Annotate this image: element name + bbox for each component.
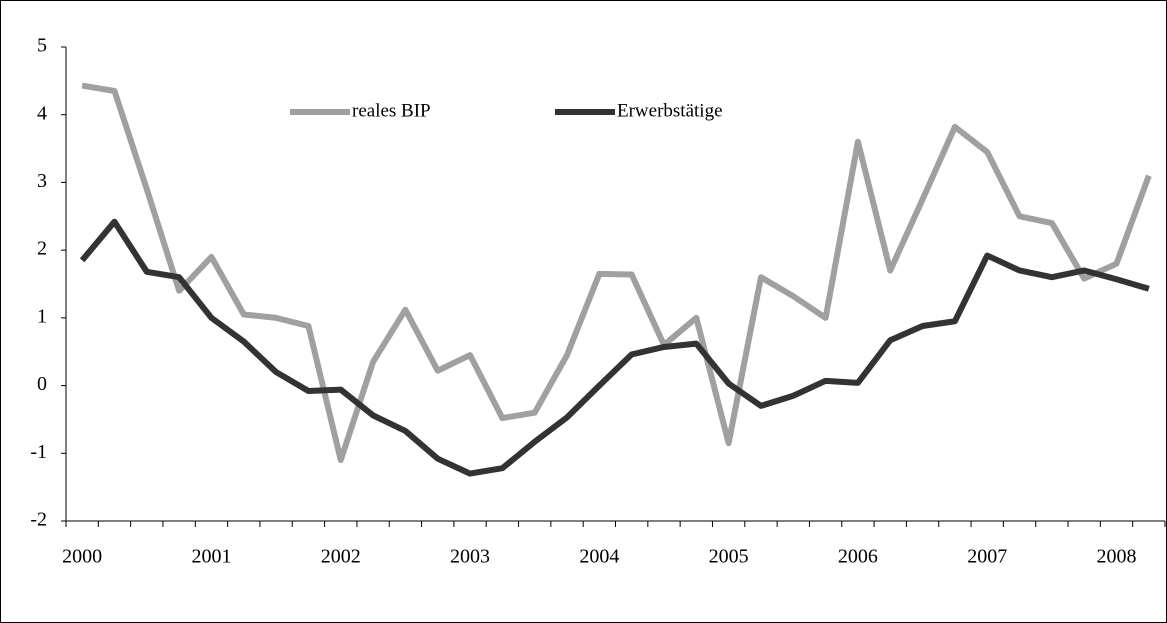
x-tick-label: 2006 (838, 546, 878, 568)
x-tick-label: 2004 (579, 546, 619, 568)
y-tick-label: 4 (37, 102, 47, 124)
x-tick-label: 2000 (62, 546, 102, 568)
y-tick-label: 5 (37, 35, 47, 57)
series-line (81, 82, 1152, 464)
y-tick-label: 3 (37, 170, 47, 192)
x-tick-label: 2007 (967, 546, 1007, 568)
y-tick-label: -1 (30, 441, 47, 463)
x-tick-label: 2002 (321, 546, 361, 568)
x-tick-label: 2008 (1097, 546, 1137, 568)
y-tick-label: 0 (37, 373, 47, 395)
y-tick-label: 2 (37, 238, 47, 260)
legend-label: reales BIP (352, 100, 431, 121)
y-tick-label: -2 (30, 509, 47, 531)
legend-label: Erwerbstätige (617, 100, 723, 121)
x-tick-label: 2005 (709, 546, 749, 568)
series-line (79, 218, 1150, 477)
y-tick-label: 1 (37, 305, 47, 327)
x-tick-label: 2001 (191, 546, 231, 568)
x-tick-label: 2003 (450, 546, 490, 568)
